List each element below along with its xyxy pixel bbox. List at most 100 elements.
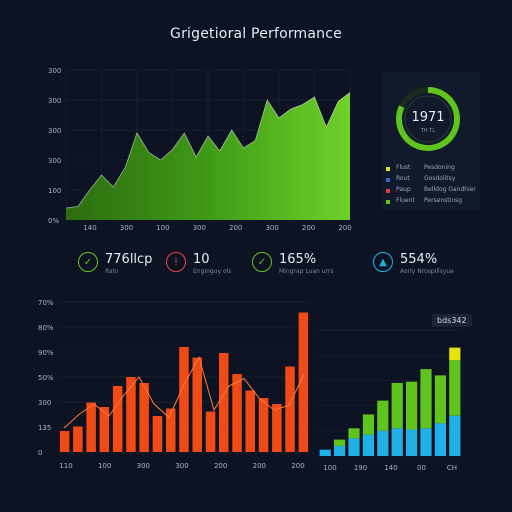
bar-y-tick: 80% [38,324,54,332]
page-title: Grigetioral Performance [170,26,342,42]
donut-sub-label: TH TL [420,128,435,134]
bar-x-tick: 200 [253,462,266,470]
area-x-tick: 200 [338,224,351,232]
check-icon: ✓ [78,252,98,272]
bar [86,402,96,452]
check-icon: ✓ [252,252,272,272]
legend-name: Paup [396,186,411,193]
stacked-bar-segment [420,369,432,429]
area-x-tick: 300 [265,224,278,232]
stacked-bar-segment [362,434,374,456]
bar-y-tick: 70% [38,299,54,307]
stacked-bar-segment [348,428,360,439]
kpi-value: 554% [400,252,438,267]
area-y-tick: 300 [48,67,61,75]
stacked-x-tick: 100 [323,464,336,472]
stacked-bar-segment [449,347,461,361]
stacked-x-tick: 190 [354,464,367,472]
legend-swatch [386,167,390,171]
bar-chart-trend-line [63,356,305,429]
kpi-card: ✓ 165% Mingrap Luan urrs [252,252,362,282]
chart-icon: ▲ [373,252,393,272]
donut-inner [404,95,452,143]
bar [285,366,295,452]
bar [192,357,202,452]
stacked-bar-segment [434,375,446,424]
bar [232,374,242,452]
donut-legend: Flust Pesdoning Rout Gosdolitsy Paup Belldog … [384,164,480,208]
donut-value: 1971 [411,110,444,125]
area-series-line [65,92,351,209]
bar [112,386,123,452]
legend-swatch [386,178,390,182]
bar-x-tick: 300 [175,462,188,470]
bar-y-tick: 90% [38,349,54,357]
stacked-bar-segment [334,445,346,456]
area-chart-x-axis: 140 300 100 300 200 300 200 200 [83,224,351,232]
bar-chart-x-axis: 110 100 300 300 200 200 200 [59,462,304,470]
legend-item: Paup Belldog Gandhier [384,186,480,197]
bar [126,377,136,452]
area-x-tick: 200 [302,224,315,232]
bar [298,312,309,452]
kpi-caption: Ralo [105,268,119,275]
area-y-tick: 300 [48,127,61,135]
bar [179,347,189,452]
donut-arc [396,87,460,151]
stacked-bar-segment [434,423,446,456]
stacked-bar-segment [391,382,403,429]
legend-name: Flust [396,164,411,171]
stacked-bar-segment [377,400,389,431]
stacked-chart-x-axis: 100 190 140 00 CH [323,464,457,472]
area-x-tick: 300 [193,224,206,232]
bar [152,416,163,452]
legend-name: Fluent [396,197,415,204]
stacked-chart-bars [319,347,461,456]
legend-value: Pesdoning [424,164,455,171]
kpi-caption: Mingrap Luan urrs [279,268,334,275]
kpi-value: 10 [193,252,210,267]
bar-x-tick: 100 [98,462,111,470]
kpi-caption: Aorly Nrospillsyue [400,268,454,275]
legend-value: Persenstinsg [424,197,463,204]
area-x-tick: 140 [83,224,96,232]
legend-item: Fluent Persenstinsg [384,197,480,208]
bar [139,383,149,452]
bar [99,407,110,452]
bar [73,426,83,452]
stacked-bar-segment [391,428,403,456]
stacked-x-tick: CH [447,464,457,472]
area-y-tick: 300 [48,97,61,105]
bar-chart-y-axis: 70% 80% 90% 50% 300 135 0 [38,299,54,457]
stacked-bar-segment [348,438,360,456]
bar-y-tick: 300 [38,399,51,407]
stacked-bar-segment [362,414,374,435]
kpi-value: 776llcp [105,252,153,267]
legend-item: Rout Gosdolitsy [384,175,480,186]
area-y-tick: 100 [48,187,61,195]
bar-y-tick: 50% [38,374,54,382]
bar [245,390,255,452]
stacked-bar-segment [449,415,461,456]
stacked-x-tick: 140 [384,464,397,472]
kpi-caption: Enginguy ols [193,268,232,275]
area-chart-y-axis: 300 300 300 300 100 0% [48,67,61,225]
stacked-x-tick: 00 [417,464,426,472]
bar [219,353,229,452]
bar [59,431,70,452]
bar-y-tick: 0 [38,449,42,457]
bar-x-tick: 300 [137,462,150,470]
bar-x-tick: 110 [59,462,72,470]
bar-x-tick: 200 [291,462,304,470]
bar-y-tick: 135 [38,424,51,432]
legend-swatch [386,200,390,204]
legend-name: Rout [396,175,410,182]
stacked-bar-segment [406,381,418,430]
area-series [66,92,350,220]
stacked-bar-segment [334,439,346,446]
kpi-value: 165% [279,252,317,267]
legend-value: Gosdolitsy [424,175,456,182]
area-x-tick: 100 [156,224,169,232]
legend-value: Belldog Gandhier [424,186,476,193]
